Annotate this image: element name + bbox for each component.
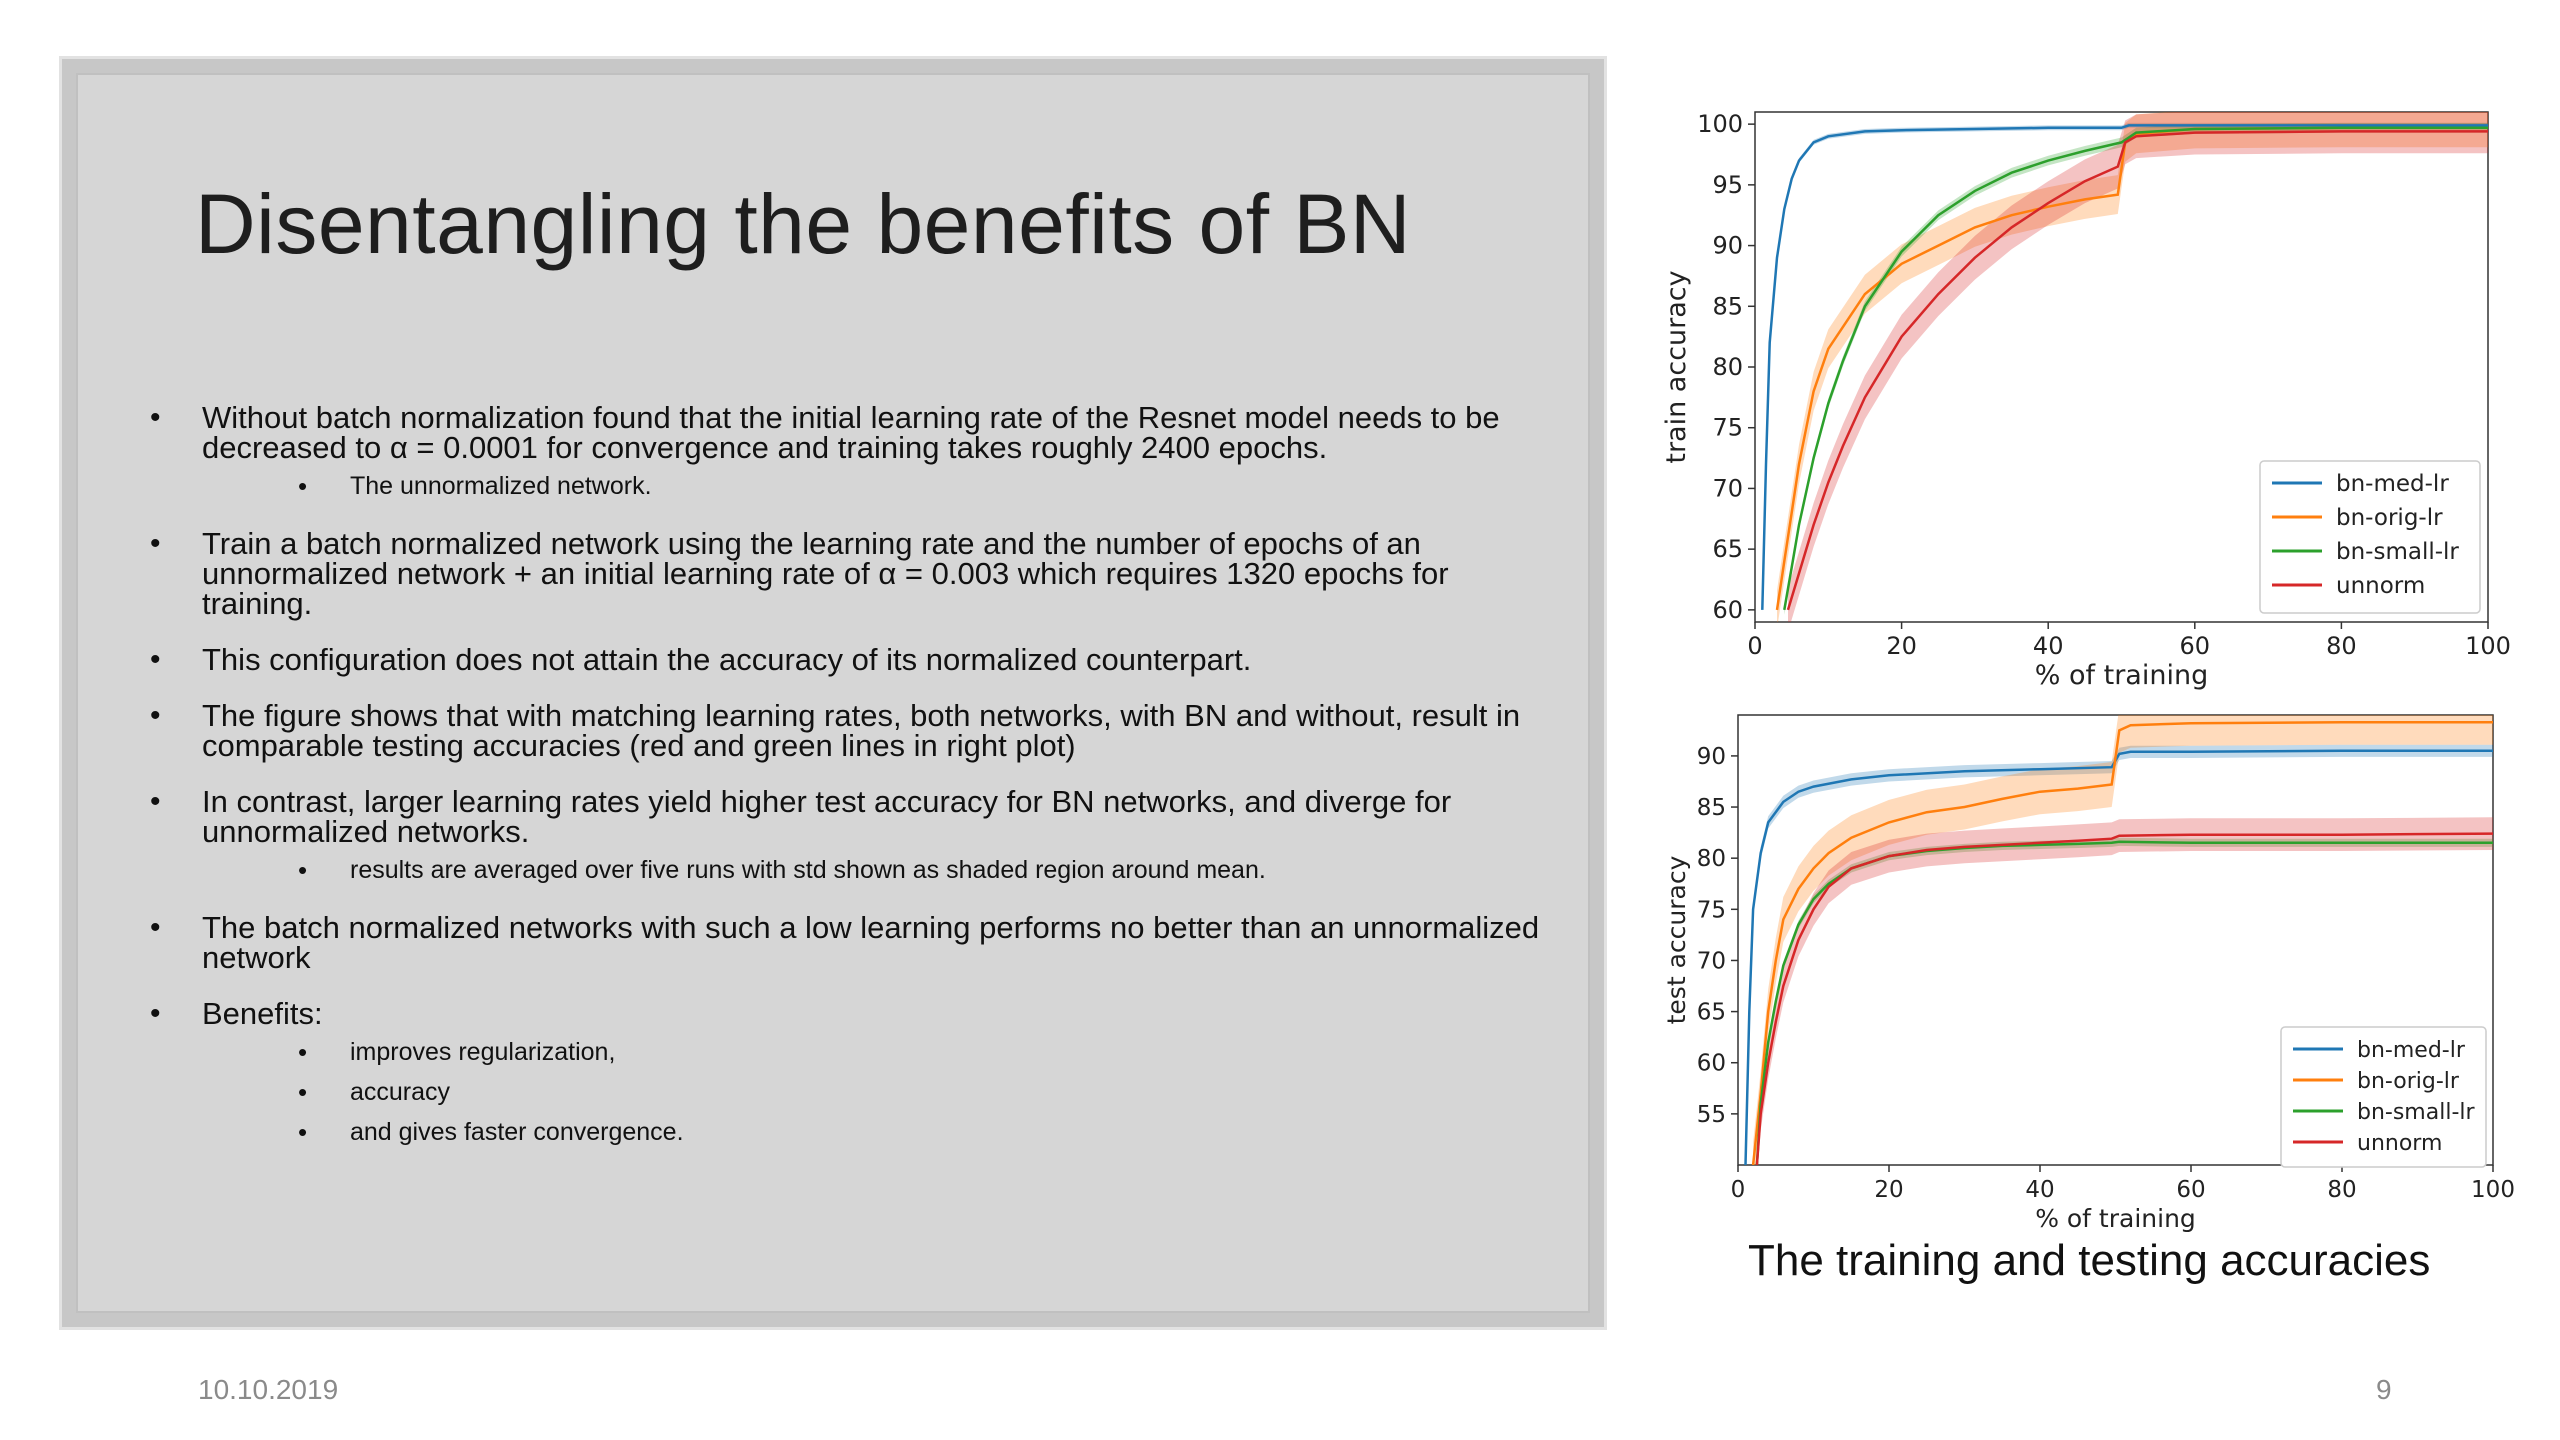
bullet-text: The figure shows that with matching lear… (202, 698, 1521, 763)
x-tick-label: 0 (1747, 632, 1762, 660)
bullet-list: Without batch normalization found that t… (150, 400, 1550, 1175)
bullet-item: Without batch normalization found that t… (150, 400, 1550, 503)
x-tick-label: 80 (2327, 1177, 2356, 1203)
legend: bn-med-lr bn-orig-lr bn-small-lr unnorm (2280, 1026, 2487, 1168)
bullet-item: Train a batch normalized network using t… (150, 526, 1550, 621)
page-number: 9 (2376, 1374, 2392, 1405)
test-accuracy-chart: 0 20 40 60 80 100 55 60 65 70 75 80 85 90 % of trainin… (1662, 714, 2515, 1233)
x-tick-label: 60 (2176, 1177, 2205, 1203)
bullet-text: In contrast, larger learning rates yield… (202, 784, 1452, 849)
sub-bullet-list: The unnormalized network. (202, 469, 1550, 503)
sub-bullet-item: improves regularization, (202, 1035, 1550, 1069)
legend-label: bn-orig-lr (2336, 505, 2443, 531)
bullet-item: The figure shows that with matching lear… (150, 698, 1550, 763)
y-tick-label: 90 (1697, 744, 1726, 770)
series-line-unnorm (1786, 130, 2488, 611)
sub-bullet-item: results are averaged over five runs with… (202, 853, 1550, 887)
slide-date: 10.10.2019 (198, 1374, 339, 1405)
series-line-bn-med-lr (1744, 749, 2493, 1165)
bullet-text: Benefits: (202, 996, 323, 1031)
sub-bullet-item: accuracy (202, 1075, 1550, 1109)
figure-caption: The training and testing accuracies (1748, 1236, 2431, 1285)
x-tick-label: 0 (1731, 1177, 1746, 1203)
bullet-text: Without batch normalization found that t… (202, 400, 1500, 465)
sub-bullet-list: results are averaged over five runs with… (202, 853, 1550, 887)
bullet-item: In contrast, larger learning rates yield… (150, 784, 1550, 887)
y-tick-label: 75 (1697, 897, 1726, 923)
y-tick-label: 95 (1712, 171, 1743, 199)
legend-label: unnorm (2336, 573, 2425, 599)
y-tick-label: 85 (1697, 795, 1726, 821)
series-line-bn-med-lr (1761, 124, 2488, 610)
y-tick-label: 60 (1712, 596, 1743, 624)
sub-bullet-list: improves regularization, accuracy and give… (202, 1035, 1550, 1149)
y-tick-label: 85 (1712, 292, 1743, 320)
y-tick-label: 55 (1697, 1102, 1726, 1128)
y-tick-label: 65 (1712, 535, 1743, 563)
y-axis-label: train accuracy (1661, 270, 1692, 463)
legend-label: bn-med-lr (2357, 1038, 2466, 1063)
y-tick-label: 60 (1697, 1051, 1726, 1077)
legend-box (2259, 460, 2481, 614)
series-line-bn-orig-lr (1751, 720, 2493, 1165)
y-tick-label: 100 (1697, 110, 1743, 138)
y-tick-label: 80 (1697, 846, 1726, 872)
series-band-bn-orig-lr (1753, 715, 2493, 1165)
series-group (1744, 715, 2493, 1165)
legend-label: bn-small-lr (2357, 1100, 2475, 1125)
y-tick-label: 90 (1712, 232, 1743, 260)
y-tick-label: 70 (1712, 474, 1743, 502)
x-tick-label: 100 (2471, 1177, 2515, 1203)
x-tick-label: 80 (2326, 632, 2357, 660)
x-tick-label: 40 (2033, 632, 2064, 660)
sub-bullet-item: The unnormalized network. (202, 469, 1550, 503)
series-band-bn-orig-lr (1777, 112, 2488, 622)
series-line-bn-small-lr (1783, 126, 2488, 611)
bullet-text: This configuration does not attain the a… (202, 642, 1252, 677)
x-tick-label: 60 (2180, 632, 2211, 660)
train-accuracy-chart: 0 20 40 60 80 100 60 65 70 75 80 85 90 95 100 % of trai… (1661, 110, 2511, 691)
legend-label: bn-small-lr (2336, 539, 2459, 565)
x-tick-label: 20 (1874, 1177, 1903, 1203)
y-tick-label: 80 (1712, 353, 1743, 381)
bullet-text: Train a batch normalized network using t… (202, 526, 1449, 621)
x-tick-label: 100 (2465, 632, 2511, 660)
bullet-text: The batch normalized networks with such … (202, 910, 1540, 975)
bullet-item: This configuration does not attain the a… (150, 642, 1550, 677)
x-axis-label: % of training (2035, 1204, 2196, 1233)
series-group (1761, 112, 2488, 622)
legend-label: bn-med-lr (2336, 471, 2449, 497)
x-tick-label: 40 (2025, 1177, 2054, 1203)
bullet-item: The batch normalized networks with such … (150, 910, 1550, 975)
y-axis-label: test accuracy (1662, 855, 1691, 1024)
legend: bn-med-lr bn-orig-lr bn-small-lr unnorm (2259, 460, 2481, 614)
series-band-bn-med-lr (1745, 744, 2493, 1165)
legend-label: bn-orig-lr (2357, 1069, 2460, 1094)
y-tick-label: 75 (1712, 414, 1743, 442)
bullet-item: Benefits: improves regularization, accurac… (150, 996, 1550, 1149)
y-tick-label: 65 (1697, 1000, 1726, 1026)
legend-box (2280, 1026, 2487, 1168)
x-tick-label: 20 (1886, 632, 1917, 660)
legend-label: unnorm (2357, 1131, 2442, 1156)
y-tick-label: 70 (1697, 948, 1726, 974)
x-axis-label: % of training (2035, 660, 2208, 691)
sub-bullet-item: and gives faster convergence. (202, 1115, 1550, 1149)
slide-title: Disentangling the benefits of BN (195, 177, 1412, 271)
series-line-unnorm (1755, 832, 2493, 1165)
